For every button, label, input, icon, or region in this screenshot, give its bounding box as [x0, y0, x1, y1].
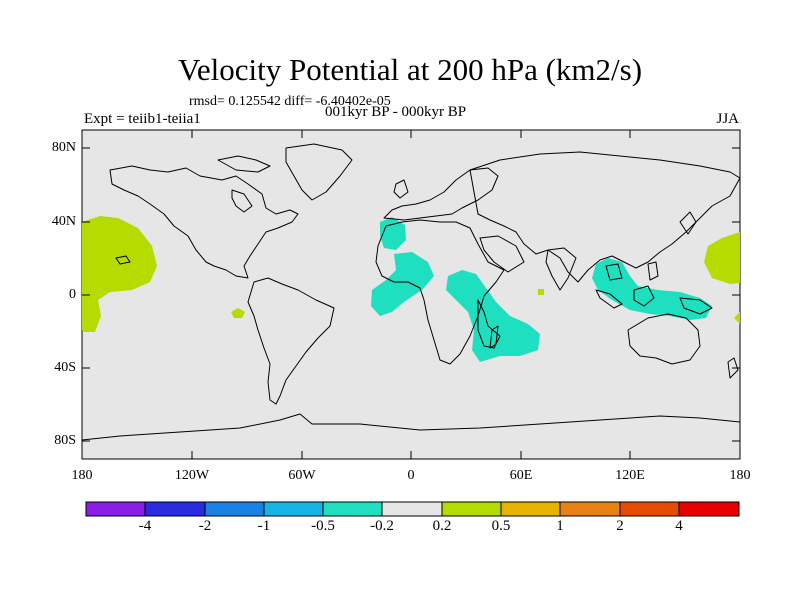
colorbar-label: 4	[675, 518, 683, 534]
colorbar-label: 1	[556, 518, 564, 534]
coastlines	[81, 143, 741, 441]
colorbar-label: 2	[616, 518, 624, 534]
asia-coast	[469, 151, 741, 283]
colorbar-label: -0.2	[370, 518, 394, 534]
india-coast	[545, 247, 577, 291]
colorbar-box-8	[500, 501, 561, 517]
colorbar-box-11	[678, 501, 740, 517]
british-isles-coast	[393, 179, 409, 199]
hudson-bay-coast	[231, 189, 253, 213]
plot-title: Velocity Potential at 200 hPa (km2/s)	[177, 52, 643, 87]
japan-coast	[679, 211, 697, 235]
lat-tick-label: 80N	[51, 140, 76, 155]
lon-tick-label: 60W	[288, 468, 316, 483]
colorbar-box-10	[619, 501, 680, 517]
sumatra-coast	[595, 289, 623, 309]
north-america-coast	[109, 165, 299, 279]
contour-line-maritime	[605, 263, 623, 281]
greenland-coast	[285, 143, 353, 201]
lat-tick-label: 80S	[54, 433, 76, 448]
colorbar-label: -2	[198, 518, 212, 534]
colorbar-label: -1	[257, 518, 271, 534]
lon-tick-label: 0	[407, 468, 415, 483]
axis-ticks	[82, 130, 740, 459]
colorbar-box-7	[441, 501, 502, 517]
positive-anomaly-west-pacific	[704, 232, 740, 284]
lat-tick-label: 0	[69, 287, 76, 302]
new-zealand-coast	[727, 357, 739, 379]
lon-tick-label: 180	[71, 468, 93, 483]
negative-anomaly-northwest-africa	[380, 217, 406, 250]
antarctica-coast	[81, 413, 741, 441]
lon-tick-label: 120W	[174, 468, 210, 483]
colorbar-label: 0.5	[491, 518, 511, 534]
colorbar-box-6	[381, 501, 443, 517]
lat-tick-label: 40N	[51, 214, 76, 229]
philippines-coast	[647, 261, 659, 281]
positive-anomaly-small-pacific	[231, 308, 245, 318]
rmsd-diff-stats: rmsd= 0.125542 diff= -6.40402e-05	[189, 94, 391, 109]
europe-coast	[383, 167, 499, 221]
negative-anomaly-east-africa-indian-ocean	[446, 270, 540, 362]
contour-line-africa	[477, 299, 501, 349]
contour-line-pacific	[115, 255, 131, 265]
period-label: 001kyr BP - 000kyr BP	[325, 104, 467, 120]
colorbar-box-3	[204, 501, 265, 517]
lon-tick-label: 120E	[615, 468, 645, 483]
positive-anomaly-west-pacific-lower	[734, 312, 740, 324]
colorbar	[85, 501, 740, 517]
arctic-islands-coast	[217, 155, 271, 173]
season-label: JJA	[716, 111, 739, 127]
south-america-coast	[247, 277, 335, 405]
arabia-coast	[479, 235, 525, 273]
colorbar-label: -4	[138, 518, 152, 534]
new-guinea-coast	[679, 297, 713, 315]
positive-anomaly-indian-ocean-dot	[538, 289, 544, 295]
colorbar-box-2	[144, 501, 206, 517]
colorbar-box-5	[322, 501, 383, 517]
africa-coast	[375, 219, 505, 365]
negative-anomaly-west-africa	[371, 252, 434, 316]
anomaly-shading	[82, 216, 740, 362]
borneo-coast	[633, 285, 655, 307]
australia-coast	[627, 313, 701, 365]
lat-tick-label: 40S	[54, 360, 76, 375]
lon-tick-label: 180	[729, 468, 751, 483]
experiment-label: Expt = teiib1-teiia1	[84, 111, 201, 127]
positive-anomaly-central-pacific	[82, 216, 157, 332]
colorbar-box-9	[559, 501, 621, 517]
lon-tick-label: 60E	[509, 468, 533, 483]
colorbar-box-4	[263, 501, 324, 517]
colorbar-box-1	[85, 501, 146, 517]
colorbar-label: -0.5	[311, 518, 335, 534]
colorbar-label: 0.2	[432, 518, 452, 534]
